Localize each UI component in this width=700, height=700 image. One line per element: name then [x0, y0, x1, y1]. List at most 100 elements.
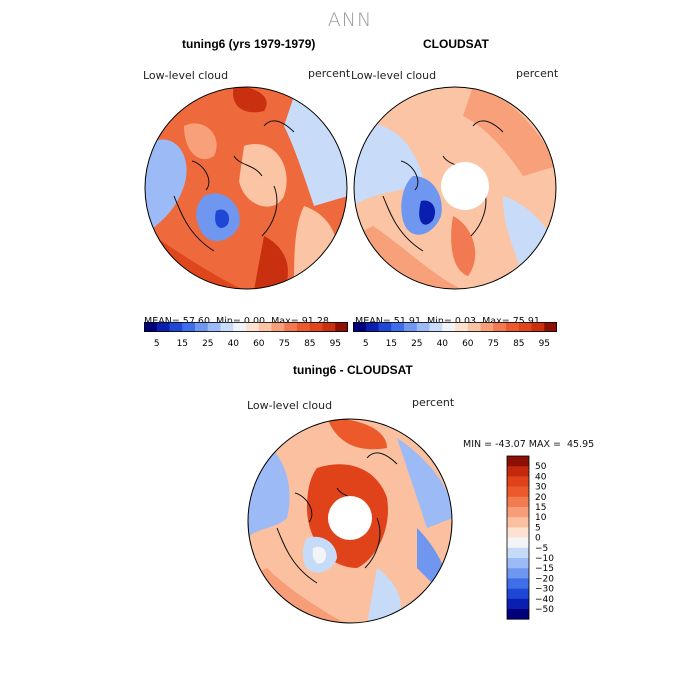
diff-colorbar-cell [507, 568, 529, 579]
diff-colorbar-cell [507, 517, 529, 528]
diff-colorbar-cell [507, 547, 529, 559]
colorbar-cell [467, 322, 481, 332]
colorbar-cell [233, 322, 247, 332]
model-colorbar: 5 15 25 40 60 75 85 95 [144, 322, 348, 349]
colorbar-cell [416, 322, 430, 332]
diff-variable-label: Low-level cloud [247, 399, 333, 412]
model-stats: MEAN= 57.60 Min= 0.00 Max= 91.28 [144, 309, 348, 328]
colorbar-cell [169, 322, 183, 332]
obs-polar-map [353, 86, 557, 290]
obs-mean-value: 51.91 [393, 316, 421, 327]
diff-colorbar-cell [507, 527, 529, 538]
colorbar-tick-label: 75 [279, 339, 290, 349]
colorbar-cell [144, 322, 158, 332]
diff-colorbar-cell [507, 537, 529, 549]
colorbar-tick-label: 85 [513, 339, 524, 349]
diff-colorbar-cell [507, 609, 529, 620]
diff-colorbar-tick-label: −5 [535, 544, 548, 554]
colorbar-cell [353, 322, 367, 332]
colorbar-cell [309, 322, 323, 332]
diff-colorbar-tick-label: 0 [535, 534, 541, 544]
obs-max-label: Max= [482, 316, 510, 327]
colorbar-tick-label: 95 [539, 339, 550, 349]
obs-colorbar: 5 15 25 40 60 75 85 95 [353, 322, 557, 349]
diff-colorbar-tick-label: 20 [535, 493, 547, 503]
diff-max-label: MAX = [528, 439, 561, 450]
model-panel-title: tuning6 (yrs 1979-1979) [182, 37, 316, 51]
obs-stats: MEAN= 51.91 Min= 0.03 Max= 75.91 [355, 309, 559, 328]
obs-variable-label: Low-level cloud [351, 69, 437, 82]
diff-polar-map [247, 418, 453, 624]
diff-colorbar-cell [507, 507, 529, 518]
colorbar-tick-label: 5 [154, 339, 160, 349]
colorbar-cell [322, 322, 336, 332]
diff-stats: MIN = -43.07 MAX = 45.95 [463, 432, 594, 451]
colorbar-cell [378, 322, 392, 332]
obs-mean-label: MEAN= [355, 316, 391, 327]
diff-colorbar-tick-label: 30 [535, 483, 547, 493]
diff-colorbar-tick-label: −50 [535, 605, 554, 615]
diff-max-value: 45.95 [567, 439, 595, 450]
diff-colorbar-cell [507, 588, 529, 600]
diff-colorbar-border [506, 455, 530, 620]
colorbar-cell [506, 322, 520, 332]
colorbar-cell [335, 322, 348, 332]
colorbar-cell [156, 322, 170, 332]
diff-colorbar-tick-label: 15 [535, 503, 546, 513]
colorbar-tick-label: 95 [330, 339, 341, 349]
colorbar-cell [297, 322, 311, 332]
colorbar-tick-label: 15 [386, 339, 397, 349]
diff-colorbar-cell [507, 496, 529, 508]
diff-panel-title: tuning6 - CLOUDSAT [293, 363, 413, 377]
diff-colorbar-tick-label: 10 [535, 513, 547, 523]
obs-min-label: Min= [427, 316, 452, 327]
colorbar-tick-label: 40 [228, 339, 240, 349]
diff-colorbar-cell [507, 456, 529, 467]
diff-colorbar-cell [507, 598, 529, 610]
colorbar-tick-label: 40 [437, 339, 449, 349]
model-mean-label: MEAN= [144, 316, 180, 327]
colorbar-cell [442, 322, 456, 332]
colorbar-cell [271, 322, 285, 332]
colorbar-border [144, 322, 348, 332]
colorbar-tick-label: 25 [411, 339, 422, 349]
diff-colorbar-tick-label: 5 [535, 523, 541, 533]
colorbar-cell [195, 322, 209, 332]
colorbar-cell [455, 322, 469, 332]
diff-colorbar-tick-label: −10 [535, 554, 554, 564]
colorbar-tick-label: 5 [363, 339, 369, 349]
diff-colorbar-cell [507, 476, 529, 487]
diff-colorbar-cell [507, 578, 529, 589]
diff-colorbar-tick-label: −40 [535, 595, 554, 605]
diff-units-label: percent [412, 396, 455, 409]
obs-max-value: 75.91 [512, 316, 540, 327]
diff-colorbar-tick-label: 50 [535, 462, 547, 472]
colorbar-cell [531, 322, 545, 332]
colorbar-cell [284, 322, 298, 332]
obs-panel-title: CLOUDSAT [423, 37, 489, 51]
obs-min-value: 0.03 [454, 316, 477, 327]
colorbar-cell [493, 322, 507, 332]
colorbar-cell [220, 322, 234, 332]
model-units-label: percent [308, 67, 351, 80]
colorbar-cell [246, 322, 260, 332]
colorbar-cell [518, 322, 532, 332]
colorbar-cell [391, 322, 405, 332]
diff-colorbar-cell [507, 486, 529, 498]
colorbar-cell [404, 322, 418, 332]
diff-colorbar-tick-label: −30 [535, 585, 554, 595]
model-min-value: 0.00 [243, 316, 266, 327]
model-polar-map [144, 86, 348, 290]
colorbar-tick-label: 85 [304, 339, 315, 349]
model-min-label: Min= [216, 316, 241, 327]
model-variable-label: Low-level cloud [143, 69, 229, 82]
diff-colorbar-cell [507, 466, 529, 477]
colorbar-cell [480, 322, 494, 332]
colorbar-tick-label: 25 [202, 339, 213, 349]
obs-units-label: percent [516, 67, 559, 80]
model-mean-value: 57.60 [182, 316, 210, 327]
diff-colorbar-tick-label: −15 [535, 564, 554, 574]
diff-colorbar-tick-label: 40 [535, 472, 547, 482]
diff-min-value: -43.07 [495, 439, 526, 450]
